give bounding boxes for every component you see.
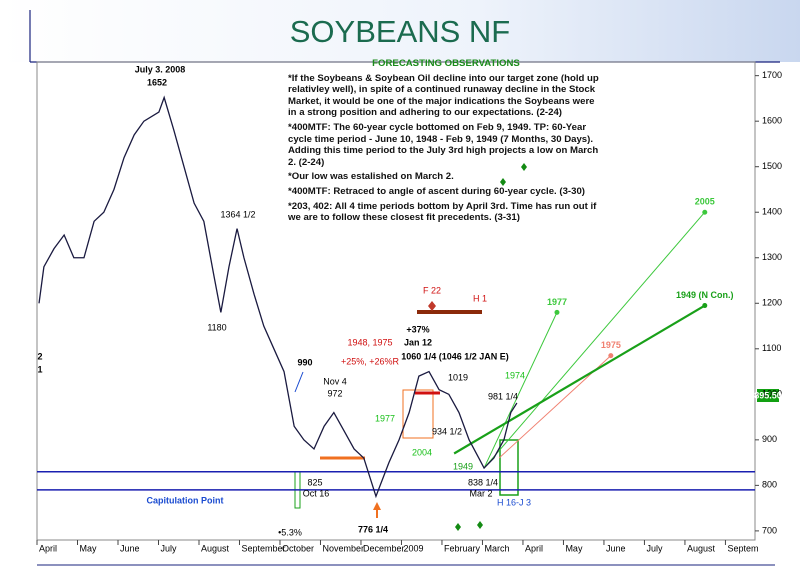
annotation: 2 [37, 351, 42, 361]
x-tick-label: March [484, 543, 509, 553]
annotation: H 1 [473, 293, 487, 303]
annotation: 895.50 [754, 390, 782, 400]
annotation: Capitulation Point [147, 495, 224, 505]
marker-box [499, 439, 519, 496]
x-tick-label: September [241, 543, 285, 553]
annotation: Oct 16 [303, 488, 330, 498]
annotation: +37% [406, 324, 429, 334]
y-tick-label: 1200 [762, 298, 782, 308]
header [0, 0, 800, 62]
price-box [757, 389, 779, 402]
annotation: +25%, +26%R [341, 356, 400, 366]
annotation: 972 [327, 388, 342, 398]
annotation: 838 1/4 [468, 477, 498, 487]
y-tick-label: 700 [762, 525, 777, 535]
x-tick-label: December [363, 543, 405, 553]
projection-point [608, 353, 614, 359]
observation: *Our low was estalished on March 2. [288, 171, 454, 183]
x-tick-label: February [444, 543, 481, 553]
y-tick-label: 1400 [762, 207, 782, 217]
projection-line [483, 211, 706, 469]
y-tick-label: 1500 [762, 161, 782, 171]
diamond [428, 301, 436, 311]
projection-point [554, 309, 560, 315]
arrow [373, 502, 381, 518]
annotation: 934 1/2 [432, 426, 462, 436]
projection-label: 1977 [547, 297, 567, 307]
annotation: 1974 [505, 370, 525, 380]
annotation: 1977 [375, 413, 395, 423]
x-tick-label: June [120, 543, 140, 553]
y-tick-label: 1000 [762, 389, 782, 399]
plot-frame [36, 61, 756, 541]
annotation: H 16-J 3 [497, 497, 531, 507]
annotation: Nov 4 [323, 376, 347, 386]
annotation: 1948, 1975 [347, 337, 392, 347]
observation: *400MTF: Retraced to angle of ascent dur… [288, 185, 585, 197]
annotation: 1364 1/2 [220, 209, 255, 219]
annotation: F 22 [423, 285, 441, 295]
x-tick-label: May [565, 543, 583, 553]
observation: *400MTF: The 60-year cycle bottomed on F… [288, 121, 599, 168]
marker-box [402, 389, 434, 439]
annotation: •5.3% [278, 527, 302, 537]
y-tick-label: 800 [762, 480, 777, 490]
chart-title: SOYBEANS NF [289, 14, 511, 49]
annotation: 990 [297, 357, 312, 367]
x-tick-label: July [160, 543, 177, 553]
x-tick-label: April [525, 543, 543, 553]
x-tick-label: April [39, 543, 57, 553]
projection-point [702, 209, 708, 215]
annotation: 825 [307, 477, 322, 487]
annotation: 2004 [412, 447, 432, 457]
observation: *If the Soybeans & Soybean Oil decline i… [288, 72, 599, 119]
observation: *203, 402: All 4 time periods bottom by … [288, 200, 597, 224]
annotation: 1060 1/4 (1046 1/2 JAN E) [401, 351, 509, 361]
x-tick-label: Septem [727, 543, 758, 553]
x-tick-label: June [606, 543, 626, 553]
observations: FORECASTING OBSERVATIONS *If the Soybean… [288, 58, 604, 224]
annotation: 1019 [448, 372, 468, 382]
annotation: 1652 [147, 77, 167, 87]
pointer [294, 371, 304, 393]
x-tick-label: October [282, 543, 314, 553]
x-tick-label: August [201, 543, 230, 553]
annotation: 981 1/4 [488, 391, 518, 401]
y-tick-label: 1700 [762, 70, 782, 80]
annotation: 1 [37, 364, 42, 374]
projection-line [483, 312, 558, 469]
annotation: 776 1/4 [358, 524, 388, 534]
projection-line [453, 304, 706, 455]
y-tick-label: 1300 [762, 252, 782, 262]
x-tick-label: May [79, 543, 97, 553]
x-tick-label: August [687, 543, 716, 553]
x-tick-label: November [322, 543, 364, 553]
x-tick-label: July [646, 543, 663, 553]
projection-point [702, 303, 708, 309]
annotation: 1180 [207, 322, 226, 332]
annotation: July 3. 2008 [135, 64, 186, 74]
annotation: Jan 12 [404, 337, 432, 347]
annotation: Mar 2 [469, 488, 492, 498]
observations-title: FORECASTING OBSERVATIONS [372, 58, 520, 69]
y-tick-label: 1600 [762, 116, 782, 126]
price-line [38, 95, 518, 499]
projection-label: 1975 [601, 340, 621, 350]
projection-label: 1949 (N Con.) [676, 290, 734, 300]
x-tick-label: 2009 [403, 543, 423, 553]
annotation: 1949 [453, 461, 473, 471]
y-tick-label: 1100 [762, 343, 781, 353]
projection-label: 2005 [695, 197, 715, 207]
y-tick-label: 900 [762, 434, 777, 444]
